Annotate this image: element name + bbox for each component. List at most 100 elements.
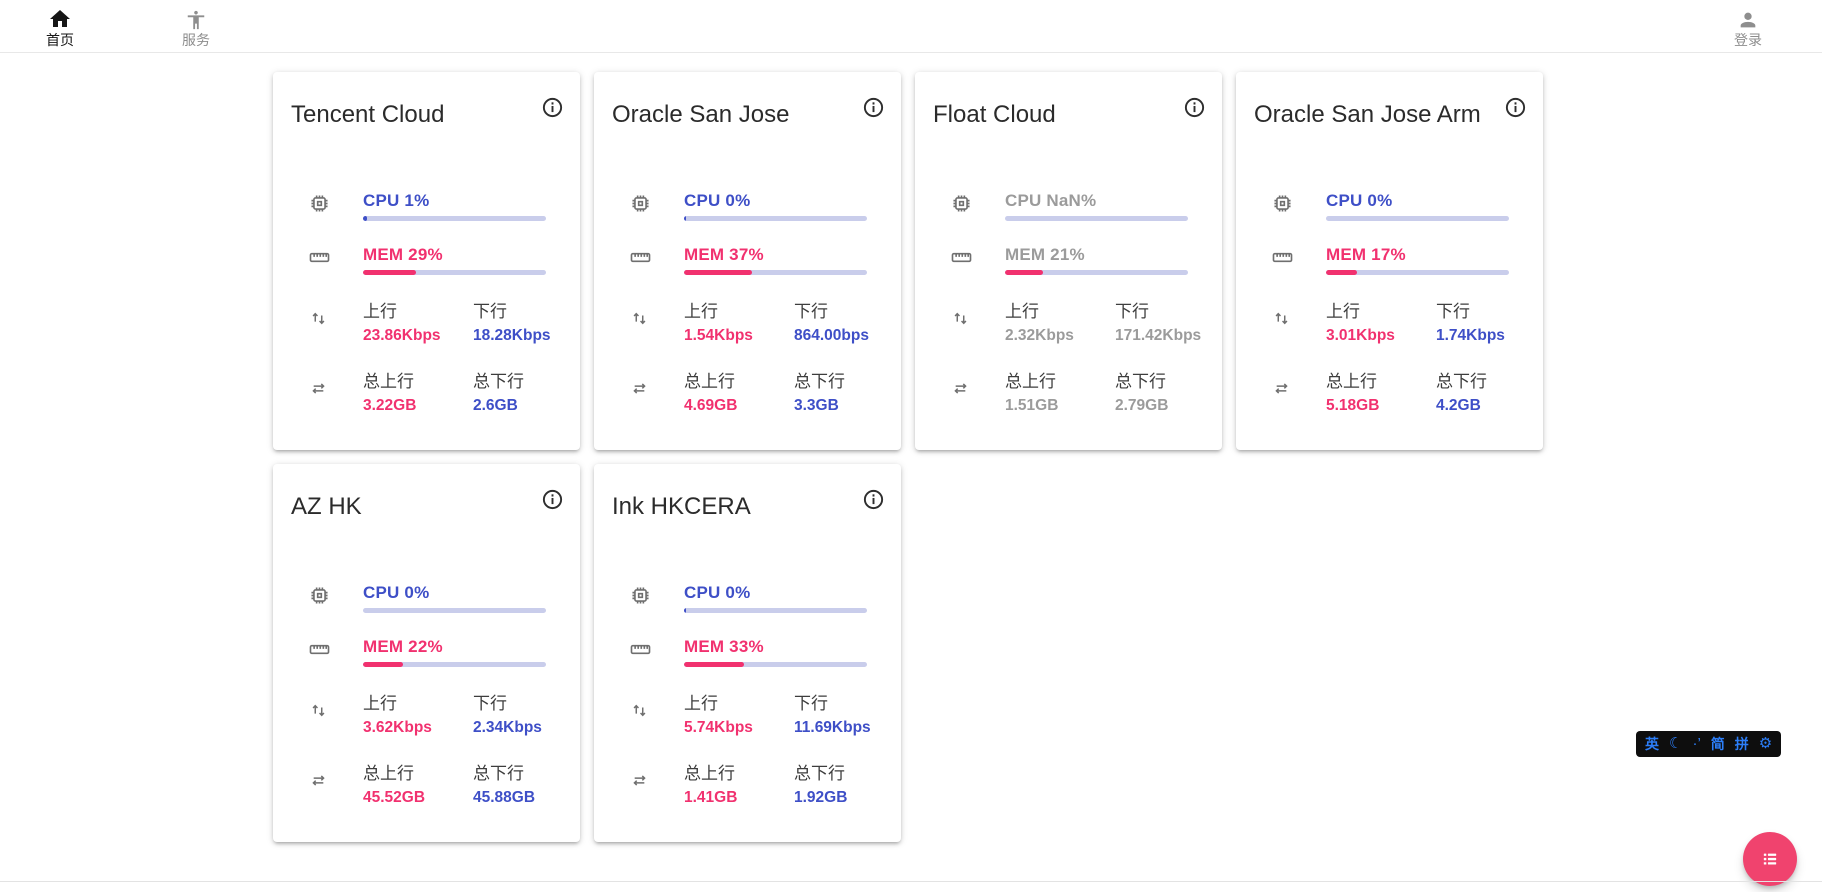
info-icon[interactable]: [541, 488, 564, 511]
total-download: 总下行 2.6GB: [473, 372, 583, 415]
transfer-arrows-icon: [629, 378, 653, 415]
mem-usage-label: MEM 29%: [363, 245, 443, 264]
network-total-row: 总上行 5.18GB 总下行 4.2GB: [1254, 372, 1525, 415]
cpu-chip-icon: [950, 192, 974, 221]
mem-usage-bar-fill: [363, 270, 417, 275]
transfer-arrows-icon: [629, 770, 653, 807]
cpu-usage-label: CPU 0%: [684, 583, 751, 602]
upload-speed: 上行 2.32Kbps: [1005, 302, 1115, 345]
total-download-value: 1.92GB: [794, 789, 848, 806]
total-download: 总下行 3.3GB: [794, 372, 904, 415]
mem-row: MEM 33%: [612, 638, 883, 667]
total-upload: 总上行 4.69GB: [684, 372, 794, 415]
ime-moon-icon[interactable]: ☾: [1669, 735, 1683, 752]
ime-pinyin-indicator[interactable]: 拼: [1734, 736, 1749, 752]
cpu-usage-bar: [684, 216, 867, 221]
total-download: 总下行 4.2GB: [1436, 372, 1546, 415]
server-card: AZ HK CPU 0% MEM 22%: [273, 464, 580, 842]
total-upload: 总上行 1.41GB: [684, 764, 794, 807]
mem-usage-bar: [363, 270, 546, 275]
total-upload: 总上行 3.22GB: [363, 372, 473, 415]
upload-label: 上行: [684, 694, 718, 713]
total-download-label: 总下行: [794, 764, 845, 783]
footer-divider: [0, 881, 1822, 882]
mem-usage-bar: [684, 662, 867, 667]
download-label: 下行: [794, 302, 828, 321]
total-upload-value: 45.52GB: [363, 789, 426, 806]
mem-row: MEM 21%: [933, 246, 1204, 275]
cpu-usage-label: CPU 1%: [363, 191, 430, 210]
server-name: Ink HKCERA: [612, 493, 751, 520]
total-download-value: 4.2GB: [1436, 397, 1481, 414]
cpu-usage-bar: [363, 608, 546, 613]
updown-arrows-icon: [629, 308, 653, 345]
updown-arrows-icon: [1271, 308, 1295, 345]
server-name: Tencent Cloud: [291, 101, 445, 128]
nav-item-services[interactable]: 服务: [158, 6, 234, 49]
nav-item-home[interactable]: 首页: [22, 6, 98, 49]
download-speed: 下行 11.69Kbps: [794, 694, 904, 737]
total-upload-label: 总上行: [363, 372, 414, 391]
total-upload: 总上行 1.51GB: [1005, 372, 1115, 415]
upload-value: 5.74Kbps: [684, 719, 753, 736]
total-download-value: 2.79GB: [1115, 397, 1169, 414]
info-icon[interactable]: [541, 96, 564, 119]
ime-settings-gear-icon[interactable]: ⚙: [1758, 735, 1773, 752]
total-download-label: 总下行: [1436, 372, 1487, 391]
total-upload-label: 总上行: [684, 764, 735, 783]
upload-speed: 上行 23.86Kbps: [363, 302, 473, 345]
cpu-chip-icon: [308, 192, 332, 221]
mem-usage-bar-fill: [684, 662, 745, 667]
info-icon[interactable]: [862, 96, 885, 119]
info-icon[interactable]: [862, 488, 885, 511]
memory-ruler-icon: [1271, 246, 1295, 275]
info-icon[interactable]: [1183, 96, 1206, 119]
network-total-row: 总上行 1.41GB 总下行 1.92GB: [612, 764, 883, 807]
total-download-value: 45.88GB: [473, 789, 536, 806]
info-icon[interactable]: [1504, 96, 1527, 119]
mem-row: MEM 17%: [1254, 246, 1525, 275]
cpu-usage-label: CPU 0%: [1326, 191, 1393, 210]
total-download-value: 2.6GB: [473, 397, 518, 414]
server-name: AZ HK: [291, 493, 362, 520]
mem-usage-bar-fill: [1326, 270, 1358, 275]
network-total-row: 总上行 3.22GB 总下行 2.6GB: [291, 372, 562, 415]
transfer-arrows-icon: [950, 378, 974, 415]
download-speed: 下行 1.74Kbps: [1436, 302, 1546, 345]
memory-ruler-icon: [629, 638, 653, 667]
network-speed-row: 上行 3.01Kbps 下行 1.74Kbps: [1254, 302, 1525, 345]
download-value: 1.74Kbps: [1436, 327, 1505, 344]
network-total-row: 总上行 45.52GB 总下行 45.88GB: [291, 764, 562, 807]
cpu-row: CPU 0%: [291, 584, 562, 613]
mem-usage-label: MEM 37%: [684, 245, 764, 264]
mem-usage-label: MEM 17%: [1326, 245, 1406, 264]
mem-usage-bar-fill: [1005, 270, 1044, 275]
cpu-usage-bar-fill: [684, 216, 686, 221]
updown-arrows-icon: [629, 700, 653, 737]
cpu-row: CPU NaN%: [933, 192, 1204, 221]
total-upload-label: 总上行: [1326, 372, 1377, 391]
transfer-arrows-icon: [1271, 378, 1295, 415]
upload-speed: 上行 3.01Kbps: [1326, 302, 1436, 345]
upload-speed: 上行 1.54Kbps: [684, 302, 794, 345]
server-list-fab[interactable]: [1743, 832, 1797, 886]
total-upload-value: 1.41GB: [684, 789, 738, 806]
upload-value: 3.62Kbps: [363, 719, 432, 736]
transfer-arrows-icon: [308, 378, 332, 415]
ime-simplified-indicator[interactable]: 简: [1710, 736, 1725, 752]
total-upload-value: 3.22GB: [363, 397, 417, 414]
upload-value: 3.01Kbps: [1326, 327, 1395, 344]
cpu-row: CPU 0%: [612, 584, 883, 613]
upload-value: 23.86Kbps: [363, 327, 441, 344]
ime-punctuation-indicator[interactable]: ·’: [1692, 735, 1701, 752]
nav-item-label: 服务: [182, 31, 210, 48]
ime-english-mode[interactable]: 英: [1645, 736, 1659, 752]
total-upload: 总上行 45.52GB: [363, 764, 473, 807]
mem-usage-bar-fill: [684, 270, 752, 275]
total-download: 总下行 2.79GB: [1115, 372, 1225, 415]
mem-usage-bar: [1326, 270, 1509, 275]
updown-arrows-icon: [950, 308, 974, 345]
cpu-chip-icon: [629, 192, 653, 221]
nav-item-login[interactable]: 登录: [1710, 6, 1786, 49]
network-speed-row: 上行 1.54Kbps 下行 864.00bps: [612, 302, 883, 345]
